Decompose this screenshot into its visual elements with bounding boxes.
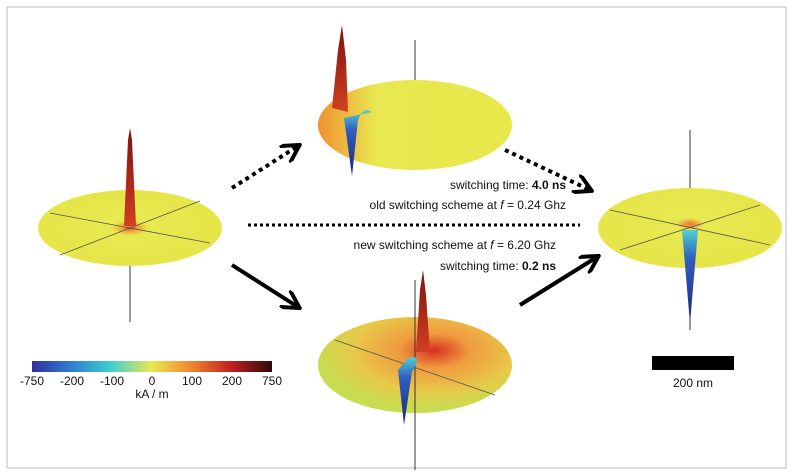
- new-scheme-label: new switching scheme at f = 6.20 Ghz: [354, 238, 556, 252]
- colorbar-tick-label: -200: [60, 374, 84, 388]
- colorbar-tick-label: 100: [182, 374, 202, 388]
- scale-bar-label: 200 nm: [673, 376, 713, 390]
- disc-initial: [38, 128, 222, 322]
- scale-bar: [652, 356, 734, 370]
- old-scheme-label: old switching scheme at f = 0.24 Ghz: [370, 198, 566, 212]
- old-time-label: switching time: 4.0 ns: [450, 178, 566, 192]
- disc-old-scheme: [318, 25, 512, 176]
- colorbar: kA / m -750 -200 -100 0 100 200 750: [20, 361, 282, 401]
- colorbar-tick-label: 0: [149, 374, 156, 388]
- colorbar-tick-label: 750: [262, 374, 282, 388]
- colorbar-unit: kA / m: [135, 387, 168, 401]
- colorbar-gradient: [32, 361, 272, 372]
- colorbar-tick-label: 200: [222, 374, 242, 388]
- colorbar-tick-label: -750: [20, 374, 44, 388]
- new-time-label: switching time: 0.2 ns: [440, 259, 556, 273]
- figure: switching time: 4.0 ns old switching sch…: [0, 0, 797, 474]
- colorbar-tick-label: -100: [100, 374, 124, 388]
- disc-final: [598, 130, 782, 330]
- disc-new-scheme: [318, 270, 512, 470]
